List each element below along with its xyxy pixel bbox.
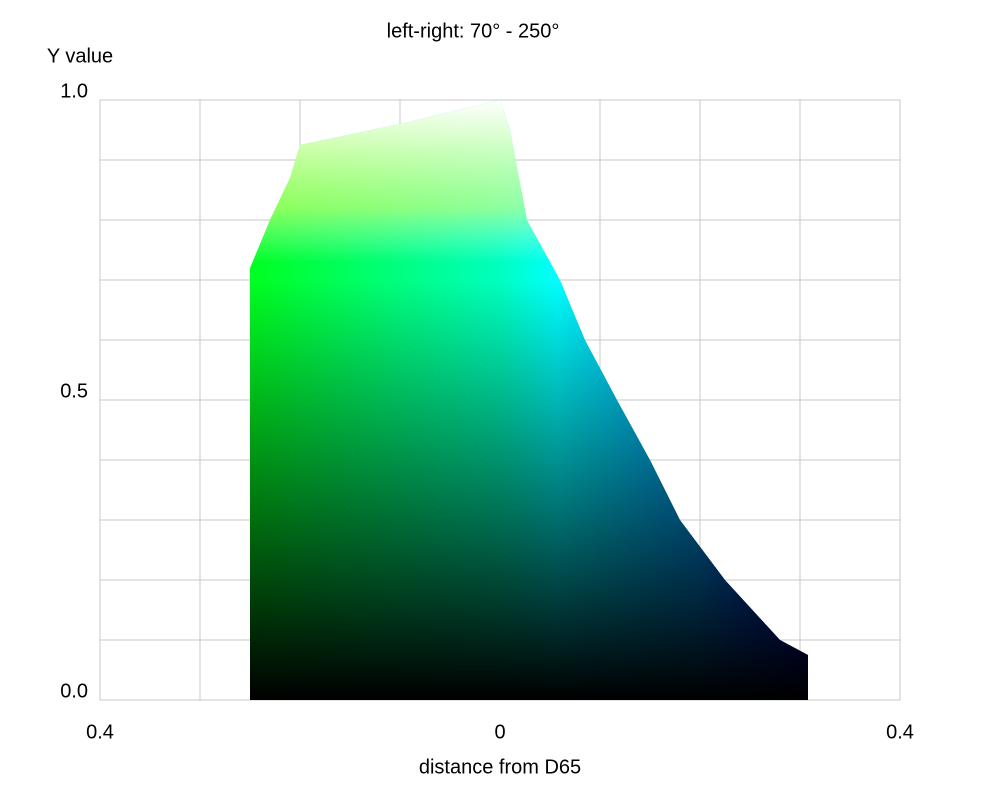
- y-axis-label: Y value: [47, 45, 113, 67]
- y-tick-label: 0.0: [60, 680, 88, 702]
- chart-title: left-right: 70° - 250°: [387, 20, 560, 42]
- x-tick-label: 0.4: [886, 721, 914, 743]
- y-tick-label: 0.5: [60, 380, 88, 402]
- x-tick-label: 0.4: [86, 721, 114, 743]
- x-tick-label: 0: [494, 721, 505, 743]
- y-tick-label: 1.0: [60, 80, 88, 102]
- x-axis-label: distance from D65: [419, 756, 581, 778]
